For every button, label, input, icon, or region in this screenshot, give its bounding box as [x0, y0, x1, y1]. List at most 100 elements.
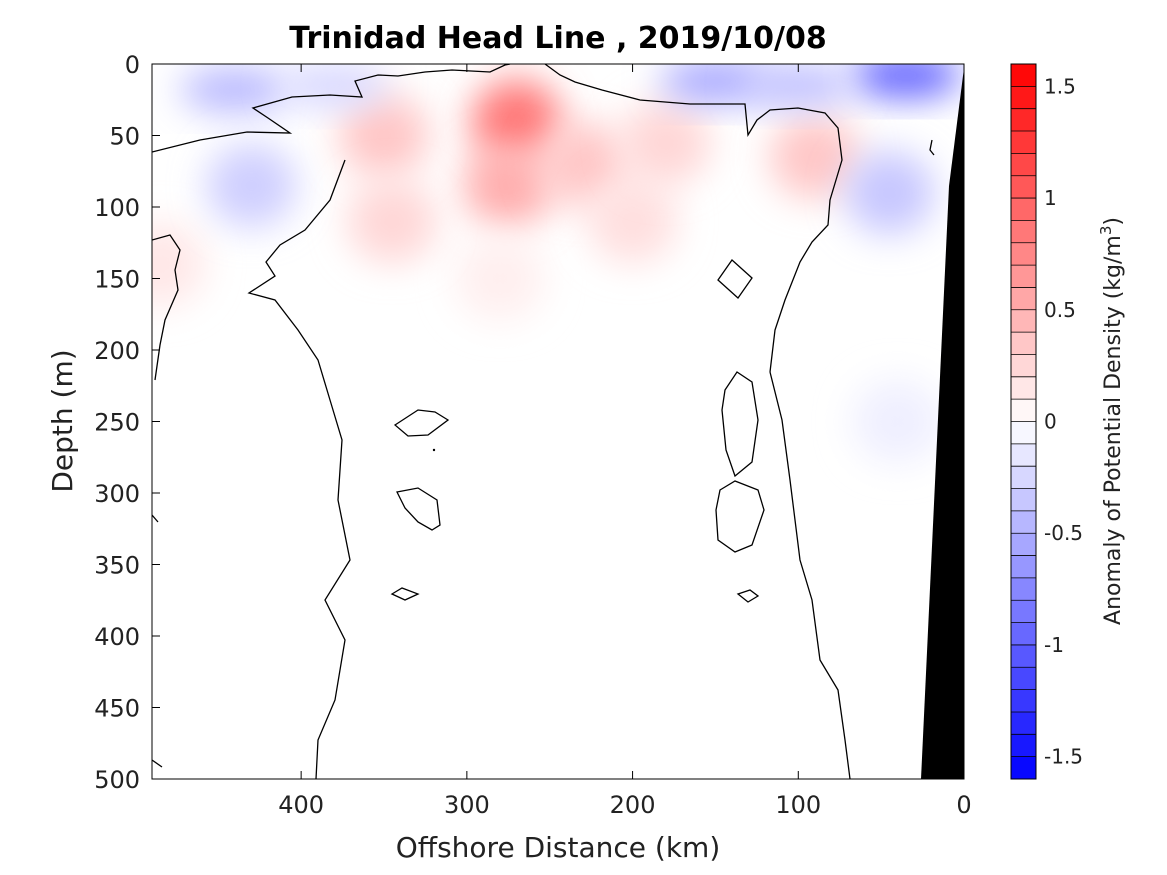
x-axis-label: Offshore Distance (km)	[396, 831, 721, 864]
colorbar-band	[1011, 689, 1036, 712]
y-tick-label: 500	[94, 766, 140, 794]
zero-contours	[152, 64, 935, 779]
contour-line	[152, 64, 511, 153]
negative-anomaly-patch	[851, 64, 961, 98]
colorbar-band	[1011, 466, 1036, 489]
y-tick-label: 150	[94, 266, 140, 294]
contour-line	[396, 487, 441, 531]
colorbar-band	[1011, 443, 1036, 467]
positive-anomaly-patch	[463, 143, 554, 228]
colorbar-tick-label: -1.5	[1044, 745, 1083, 769]
positive-anomaly-patch	[455, 236, 545, 321]
negative-anomaly-patch	[660, 64, 771, 104]
colorbar-band	[1011, 354, 1036, 377]
positive-anomaly-patch	[152, 222, 206, 307]
colorbar-band	[1011, 242, 1036, 266]
colorbar-tick-label: 0.5	[1044, 298, 1076, 322]
colorbar-frame	[1010, 63, 1037, 780]
colorbar-band	[1011, 175, 1036, 199]
contour-line	[736, 589, 760, 603]
x-axis-ticks: 400 300 200 100 0	[278, 64, 972, 819]
contour-line	[393, 409, 450, 437]
colorbar-tick-label: -1	[1044, 633, 1064, 657]
colorbar-band	[1011, 64, 1036, 87]
colorbar-band	[1011, 376, 1036, 400]
colorbar-band	[1011, 131, 1036, 154]
colorbar-tick-label: 1.5	[1044, 74, 1076, 98]
colorbar-label: Anomaly of Potential Density (kg/m3)	[1097, 217, 1126, 625]
colorbar-band	[1011, 644, 1036, 668]
contour-line	[152, 234, 181, 381]
anomaly-field	[152, 64, 961, 464]
negative-anomaly-patch	[179, 67, 290, 112]
contour-line	[390, 587, 420, 601]
colorbar-band	[1011, 711, 1036, 735]
colorbar-band	[1011, 86, 1036, 109]
y-tick-label: 300	[94, 480, 140, 508]
contour-line	[715, 480, 765, 553]
colorbar-band	[1011, 600, 1036, 623]
contour-dot	[432, 448, 436, 452]
colorbar-label-text: Anomaly of Potential Density (kg/m	[1101, 235, 1126, 625]
colorbar-band	[1011, 734, 1036, 757]
colorbar-band	[1011, 510, 1036, 534]
colorbar-band	[1011, 421, 1036, 444]
x-tick-label: 100	[775, 791, 821, 819]
colorbar-band	[1011, 533, 1036, 556]
y-tick-label: 0	[125, 51, 140, 79]
positive-anomaly-patch	[587, 179, 678, 264]
contour-line	[721, 371, 759, 478]
colorbar-label-close: )	[1101, 217, 1126, 226]
x-tick-label: 300	[444, 791, 490, 819]
negative-anomaly-patch	[852, 379, 943, 464]
continental-shelf-land	[921, 68, 964, 779]
y-tick-label: 50	[109, 123, 140, 151]
colorbar-tick-label: 0	[1044, 410, 1057, 434]
x-tick-label: 400	[278, 791, 324, 819]
y-tick-label: 400	[94, 623, 140, 651]
y-tick-label: 450	[94, 695, 140, 723]
colorbar-band	[1011, 287, 1036, 310]
x-tick-label: 200	[610, 791, 656, 819]
contour-line	[247, 159, 351, 779]
negative-anomaly-patch	[206, 143, 297, 228]
colorbar-ticks: 1.5 1 0.5 0 -0.5 -1 -1.5	[1044, 74, 1083, 768]
colorbar-band	[1011, 220, 1036, 243]
contour-line	[769, 371, 851, 779]
negative-anomaly-patch	[743, 64, 854, 108]
colorbar	[1010, 63, 1037, 780]
y-tick-label: 250	[94, 409, 140, 437]
colorbar-band	[1011, 265, 1036, 288]
negative-anomaly-patch	[844, 150, 935, 235]
colorbar-band	[1011, 488, 1036, 511]
colorbar-band	[1011, 332, 1036, 355]
colorbar-band	[1011, 153, 1036, 176]
colorbar-band	[1011, 667, 1036, 690]
y-axis-ticks: 0 50 100 150 200 250 300 350 400 450 500	[94, 51, 964, 794]
positive-anomaly-patch	[620, 100, 711, 185]
colorbar-tick-label: 1	[1044, 186, 1057, 210]
positive-anomaly-patch	[471, 79, 562, 164]
colorbar-band	[1011, 555, 1036, 578]
x-tick-label: 0	[956, 791, 971, 819]
colorbar-band	[1011, 622, 1036, 645]
contour-line	[717, 259, 753, 299]
contour-line	[152, 139, 935, 768]
positive-anomaly-patch	[339, 93, 429, 178]
contour-line	[544, 64, 843, 373]
y-tick-label: 200	[94, 337, 140, 365]
y-tick-label: 100	[94, 194, 140, 222]
colorbar-band	[1011, 577, 1036, 601]
colorbar-band	[1011, 309, 1036, 333]
colorbar-band	[1011, 756, 1036, 779]
y-tick-label: 350	[94, 552, 140, 580]
colorbar-band	[1011, 108, 1036, 132]
colorbar-band	[1011, 399, 1036, 422]
positive-anomaly-patch	[769, 114, 860, 199]
y-axis-label: Depth (m)	[46, 349, 79, 492]
colorbar-band	[1011, 198, 1036, 221]
positive-anomaly-patch	[347, 179, 438, 264]
positive-anomaly-patch	[537, 122, 628, 207]
colorbar-tick-label: -0.5	[1044, 521, 1083, 545]
